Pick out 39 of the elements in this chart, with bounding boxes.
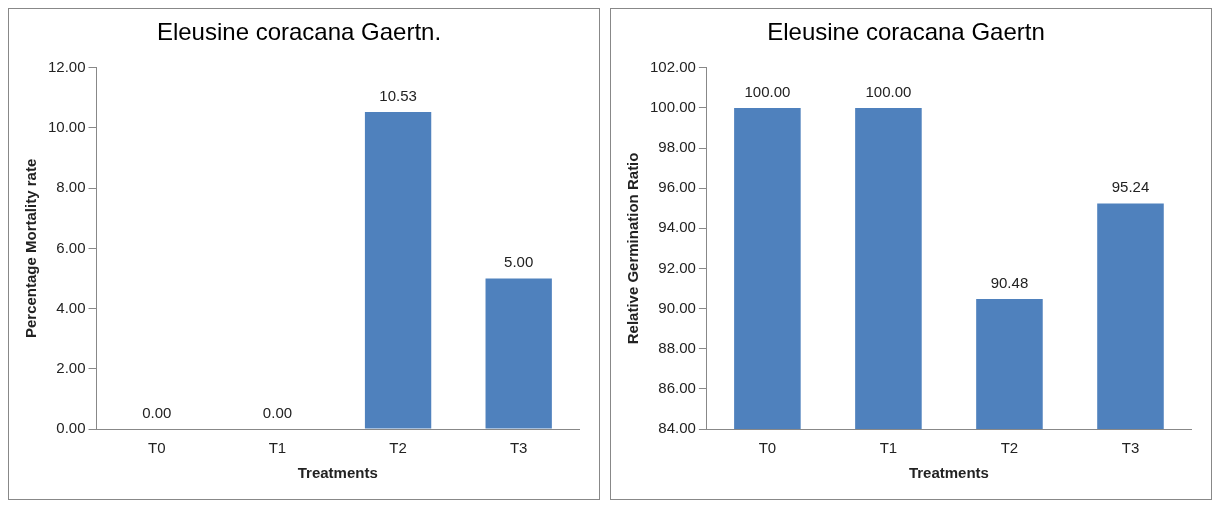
x-tick-label: T0 <box>758 439 777 457</box>
y-tick-label: 10.00 <box>47 118 86 136</box>
y-tick-label: 84.00 <box>658 419 696 437</box>
y-tick-label: 92.00 <box>658 258 696 276</box>
x-tick-label: T1 <box>268 439 287 457</box>
data-label: 10.53 <box>379 86 417 104</box>
data-label: 100.00 <box>744 82 791 100</box>
y-tick-label: 12.00 <box>47 57 86 75</box>
chart-title: Eleusine coracana Gaertn <box>767 18 1045 46</box>
x-tick-label: T1 <box>879 439 898 457</box>
y-tick-label: 86.00 <box>658 379 696 397</box>
y-tick-label: 98.00 <box>658 138 696 156</box>
x-axis-title: Treatments <box>297 464 378 482</box>
data-label: 0.00 <box>142 403 172 421</box>
y-tick-label: 4.00 <box>56 298 86 316</box>
y-tick-label: 96.00 <box>658 178 696 196</box>
x-tick-label: T2 <box>389 439 407 457</box>
x-tick-label: T2 <box>1000 439 1019 457</box>
data-label: 90.48 <box>990 273 1029 291</box>
data-label: 0.00 <box>262 403 293 421</box>
y-tick-label: 8.00 <box>56 178 86 196</box>
y-tick-label: 88.00 <box>658 338 696 356</box>
y-tick-label: 6.00 <box>56 238 86 256</box>
y-tick-label: 102.00 <box>649 57 696 75</box>
y-axis-title: Percentage Mortality rate <box>22 158 40 339</box>
y-tick-label: 94.00 <box>658 218 696 236</box>
data-label: 5.00 <box>504 253 534 271</box>
y-tick-label: 2.00 <box>56 358 86 376</box>
y-tick-label: 0.00 <box>56 419 86 437</box>
x-tick-label: T3 <box>509 439 528 457</box>
data-label: 100.00 <box>865 82 912 100</box>
y-axis-title: Relative Germination Ratio <box>624 152 642 345</box>
y-tick-label: 90.00 <box>658 298 696 316</box>
chart-title: Eleusine coracana Gaertn. <box>156 18 442 46</box>
x-tick-label: T3 <box>1121 439 1140 457</box>
y-tick-label: 100.00 <box>649 98 696 116</box>
x-tick-label: T0 <box>148 439 166 457</box>
data-label: 95.24 <box>1111 178 1150 196</box>
x-axis-title: Treatments <box>908 464 989 482</box>
